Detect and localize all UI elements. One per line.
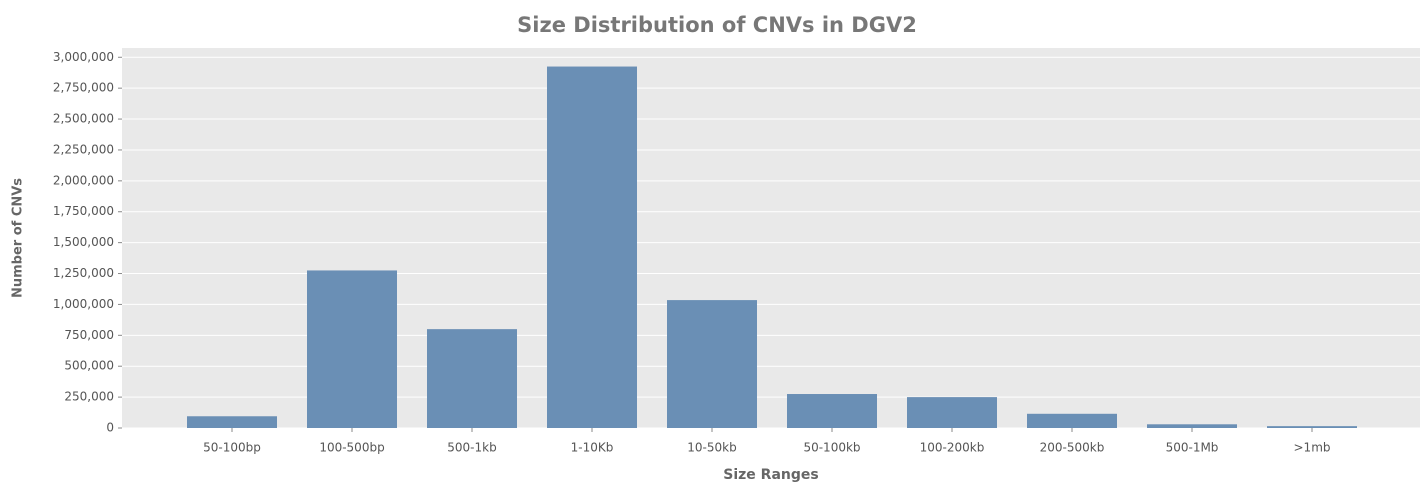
y-tick-label: 1,250,000 — [53, 266, 114, 280]
y-tick-label: 2,250,000 — [53, 142, 114, 156]
y-tick-label: 2,500,000 — [53, 112, 114, 126]
y-tick-label: 250,000 — [64, 390, 114, 404]
x-tick-label: 10-50kb — [687, 441, 736, 455]
x-tick-label: 200-500kb — [1040, 441, 1105, 455]
bar — [1027, 413, 1117, 428]
y-tick-label: 1,500,000 — [53, 235, 114, 249]
chart-title: Size Distribution of CNVs in DGV2 — [517, 13, 917, 37]
x-tick-label: 100-500bp — [319, 441, 384, 455]
x-tick-label: 500-1Mb — [1166, 441, 1219, 455]
bar — [1147, 424, 1237, 428]
x-tick-label: 500-1kb — [447, 441, 496, 455]
y-tick-label: 2,750,000 — [53, 81, 114, 95]
bar — [427, 329, 517, 428]
x-tick-label: >1mb — [1294, 441, 1331, 455]
bar — [187, 416, 277, 428]
y-tick-label: 3,000,000 — [53, 50, 114, 64]
y-tick-label: 2,000,000 — [53, 173, 114, 187]
y-tick-label: 1,750,000 — [53, 204, 114, 218]
bar — [1267, 426, 1357, 428]
x-tick-label: 1-10Kb — [571, 441, 614, 455]
y-tick-label: 500,000 — [64, 359, 114, 373]
y-tick-label: 750,000 — [64, 328, 114, 342]
x-tick-label: 50-100bp — [203, 441, 261, 455]
y-tick-label: 0 — [106, 421, 114, 435]
bar — [307, 270, 397, 428]
bar — [787, 394, 877, 428]
bar — [907, 397, 997, 428]
x-tick-label: 100-200kb — [920, 441, 985, 455]
y-axis-label: Number of CNVs — [11, 178, 26, 298]
y-tick-label: 1,000,000 — [53, 297, 114, 311]
x-tick-label: 50-100kb — [803, 441, 860, 455]
bar — [667, 300, 757, 428]
x-axis-label: Size Ranges — [723, 467, 818, 483]
bar — [547, 66, 637, 428]
